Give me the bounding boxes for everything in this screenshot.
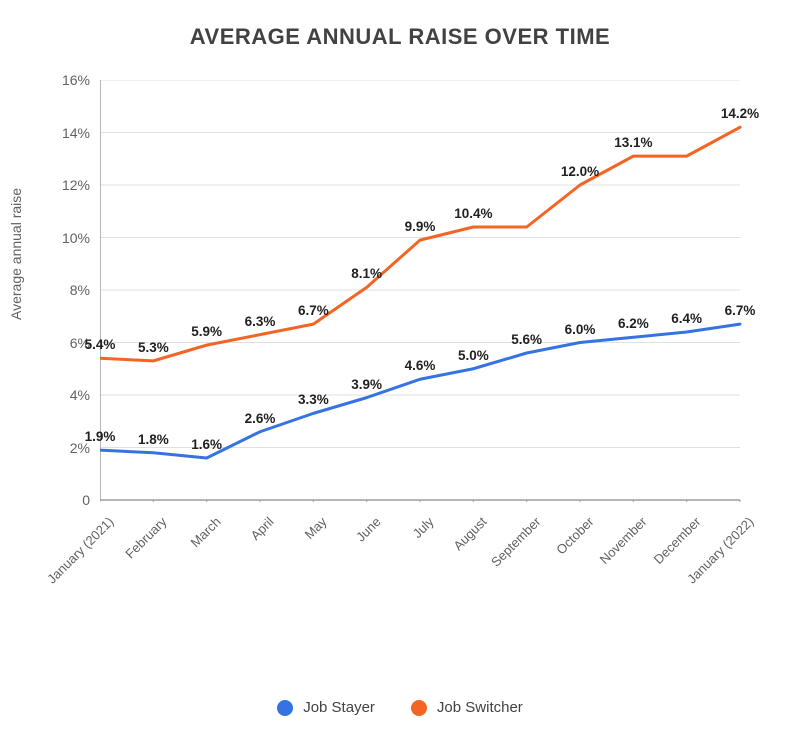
data-label: 6.7% — [298, 303, 329, 318]
legend-dot-icon — [411, 700, 427, 716]
y-tick-label: 10% — [50, 230, 90, 246]
data-label: 6.0% — [565, 322, 596, 337]
y-tick-label: 8% — [50, 282, 90, 298]
data-label: 14.2% — [721, 106, 759, 121]
data-label: 4.6% — [405, 358, 436, 373]
y-tick-label: 12% — [50, 177, 90, 193]
legend-item-stayer: Job Stayer — [277, 699, 375, 716]
y-tick-label: 4% — [50, 387, 90, 403]
y-tick-label: 14% — [50, 125, 90, 141]
data-label: 6.2% — [618, 316, 649, 331]
legend-dot-icon — [277, 700, 293, 716]
data-label: 10.4% — [454, 206, 492, 221]
data-label: 12.0% — [561, 164, 599, 179]
data-label: 2.6% — [245, 411, 276, 426]
data-label: 8.1% — [351, 266, 382, 281]
data-label: 3.3% — [298, 392, 329, 407]
data-label: 1.6% — [191, 437, 222, 452]
data-label: 5.3% — [138, 340, 169, 355]
data-label: 13.1% — [614, 135, 652, 150]
legend-item-switcher: Job Switcher — [411, 699, 523, 716]
data-label: 6.4% — [671, 311, 702, 326]
data-label: 6.3% — [245, 314, 276, 329]
data-label: 5.9% — [191, 324, 222, 339]
data-label: 5.4% — [85, 337, 116, 352]
y-axis-label: Average annual raise — [8, 188, 24, 320]
y-tick-label: 16% — [50, 72, 90, 88]
legend-label: Job Switcher — [437, 699, 523, 716]
data-label: 6.7% — [725, 303, 756, 318]
legend: Job Stayer Job Switcher — [0, 699, 800, 716]
data-label: 5.0% — [458, 348, 489, 363]
data-label: 1.9% — [85, 429, 116, 444]
data-label: 5.6% — [511, 332, 542, 347]
data-label: 9.9% — [405, 219, 436, 234]
chart-container: { "chart": { "type": "line", "title": "A… — [0, 0, 800, 736]
data-label: 1.8% — [138, 432, 169, 447]
chart-title: AVERAGE ANNUAL RAISE OVER TIME — [0, 24, 800, 50]
x-tick-label: January (2022) — [636, 514, 757, 635]
data-label: 3.9% — [351, 377, 382, 392]
y-tick-label: 0 — [50, 492, 90, 508]
legend-label: Job Stayer — [303, 699, 375, 716]
